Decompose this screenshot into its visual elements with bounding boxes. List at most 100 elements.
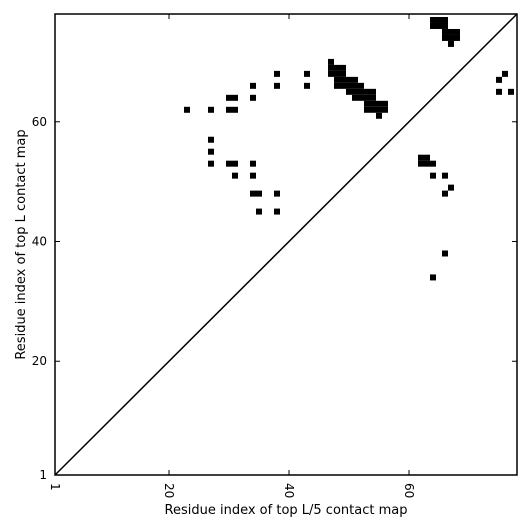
contact-point — [274, 70, 280, 77]
contact-point — [226, 106, 232, 113]
y-tick-label: 40 — [32, 235, 47, 249]
contact-point — [208, 160, 214, 167]
contact-point — [340, 76, 346, 83]
contact-point — [376, 100, 382, 107]
x-axis-label: Residue index of top L/5 contact map — [165, 503, 408, 518]
contact-point — [382, 106, 388, 113]
contact-point — [232, 94, 238, 101]
contact-point — [256, 208, 262, 215]
contact-point — [340, 82, 346, 89]
x-tick-label: 60 — [402, 483, 416, 498]
ticks-layer: 1 20 40 60 1 20 40 60 — [32, 14, 517, 498]
contact-point — [448, 184, 454, 191]
contact-point — [448, 40, 454, 47]
contact-point — [370, 106, 376, 113]
contact-point — [274, 82, 280, 89]
contact-point — [442, 22, 448, 29]
contact-point — [364, 100, 370, 107]
diagonal-line — [54, 13, 518, 476]
contact-point — [250, 94, 256, 101]
contact-point — [364, 88, 370, 95]
x-tick-label: 20 — [162, 483, 176, 498]
contact-point — [376, 106, 382, 113]
diagonal-layer — [54, 13, 518, 476]
contact-point — [358, 88, 364, 95]
contact-point — [364, 94, 370, 101]
contact-point — [274, 190, 280, 197]
contact-point — [250, 172, 256, 179]
contact-point — [424, 154, 430, 161]
contact-point — [358, 82, 364, 89]
contact-point — [184, 106, 190, 113]
contact-point — [436, 22, 442, 29]
contact-point — [430, 160, 436, 167]
contact-point — [454, 34, 460, 41]
contact-point — [328, 70, 334, 77]
y-axis-label: Residue index of top L contact map — [14, 129, 29, 359]
y-tick-label: 20 — [32, 354, 47, 368]
contact-point — [346, 76, 352, 83]
y-tick-label: 1 — [39, 468, 47, 482]
contact-point — [430, 16, 436, 23]
contact-point — [232, 172, 238, 179]
contact-point — [232, 160, 238, 167]
contact-point — [346, 88, 352, 95]
points-layer — [184, 16, 514, 281]
contact-point — [442, 28, 448, 35]
contact-point — [508, 88, 514, 95]
contact-point — [226, 94, 232, 101]
contact-point — [424, 160, 430, 167]
contact-point — [352, 82, 358, 89]
contact-point — [346, 82, 352, 89]
contact-point — [208, 106, 214, 113]
contact-point — [304, 70, 310, 77]
contact-point — [232, 106, 238, 113]
contact-point — [226, 160, 232, 167]
contact-point — [496, 88, 502, 95]
contact-point — [352, 94, 358, 101]
contact-point — [334, 82, 340, 89]
contact-point — [442, 190, 448, 197]
contact-point — [442, 250, 448, 257]
contact-point — [334, 64, 340, 71]
contact-point — [370, 88, 376, 95]
contact-point — [430, 274, 436, 281]
contact-point — [364, 106, 370, 113]
contact-point — [208, 136, 214, 143]
contact-point — [334, 70, 340, 77]
contact-point — [328, 58, 334, 65]
contact-point — [376, 112, 382, 119]
x-tick-label: 1 — [48, 483, 62, 491]
contact-point — [430, 172, 436, 179]
contact-point — [352, 76, 358, 83]
contact-point — [442, 16, 448, 23]
contact-point — [358, 94, 364, 101]
contact-point — [448, 28, 454, 35]
contact-point — [502, 70, 508, 77]
contact-point — [274, 208, 280, 215]
contact-point — [304, 82, 310, 89]
contact-point — [442, 34, 448, 41]
contact-point — [382, 100, 388, 107]
x-tick-label: 40 — [282, 483, 296, 498]
contact-point — [250, 160, 256, 167]
contact-point — [418, 160, 424, 167]
contact-point — [334, 76, 340, 83]
contact-point — [256, 190, 262, 197]
contact-point — [496, 76, 502, 83]
contact-point — [250, 82, 256, 89]
contact-point — [208, 148, 214, 155]
contact-point — [352, 88, 358, 95]
contact-point — [370, 94, 376, 101]
contact-point — [454, 28, 460, 35]
contact-point — [436, 16, 442, 23]
contact-point — [340, 64, 346, 71]
contact-point — [328, 64, 334, 71]
contact-point — [418, 154, 424, 161]
contact-point — [340, 70, 346, 77]
contact-point — [250, 190, 256, 197]
contact-point — [442, 172, 448, 179]
contact-point — [370, 100, 376, 107]
plot-frame — [54, 13, 518, 476]
